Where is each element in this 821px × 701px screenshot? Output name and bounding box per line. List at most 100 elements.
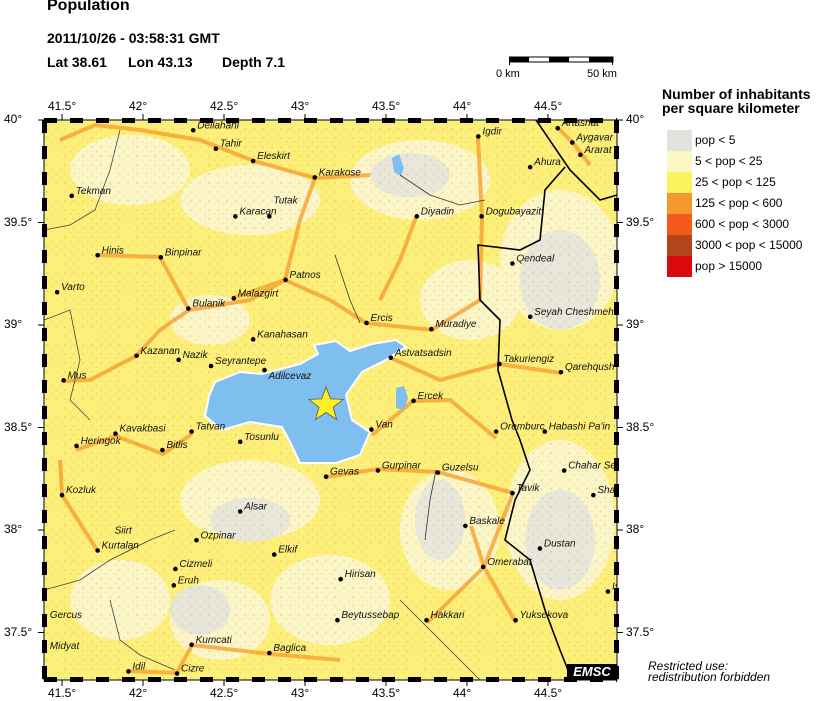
city[interactable]: Ararat [578,145,613,158]
city-dot-icon [250,158,256,164]
city[interactable]: Elkif [271,545,298,557]
city[interactable]: Kavakbasi [113,424,166,436]
city[interactable]: Kumcati [189,635,233,648]
city-label: Omerabat [487,557,533,568]
city[interactable]: Aygavar [570,133,614,145]
city[interactable]: Guzelsu [435,463,479,475]
restricted-line2: redistribution forbidden [648,670,771,684]
city[interactable]: Qendeal [510,254,555,266]
city[interactable]: Tekman [69,186,111,199]
city-label: Karakose [319,167,362,178]
city[interactable]: Binpinar [158,247,203,260]
city[interactable]: Hinis [95,245,124,258]
city[interactable]: Seyah Cheshmeh [527,307,614,320]
city[interactable]: Baglica [267,643,307,656]
city[interactable]: Nazik [176,350,209,363]
city[interactable]: Ozpinar [194,530,236,543]
city-label: Habashi Pa'in [549,422,611,433]
city[interactable]: Tutak [267,195,299,219]
city[interactable]: Kazanan [134,346,180,359]
city[interactable]: Kurtalan [95,541,139,553]
city[interactable]: Seyrantepe [208,356,267,369]
city[interactable]: Cizmeli [173,559,213,572]
scale-start-label: 0 km [496,68,520,80]
city[interactable]: Adilcevaz [262,367,311,382]
city[interactable]: Muradiye [429,319,477,332]
city[interactable]: Takuriengiz [497,354,554,367]
city[interactable]: Habashi Pa'in [542,422,611,434]
city[interactable]: Bitlis [160,440,188,453]
city[interactable]: Chahar Se [561,461,617,473]
city[interactable]: Varto [54,282,85,295]
city-label: Igdir [482,126,502,137]
city[interactable]: Ahura [527,157,561,170]
city[interactable]: Astvatsadsin [388,348,452,361]
city-label: Hakkari [431,610,466,621]
city[interactable]: Mus [61,370,87,383]
city-label: Patnos [290,270,321,281]
city[interactable]: Qarehqush [558,362,615,375]
city[interactable]: Heringok [74,436,122,449]
city[interactable]: Kanahasan [250,329,308,342]
city[interactable]: Dogubayazit [479,206,542,219]
city-label: Seyrantepe [215,356,267,367]
city[interactable]: Alsar [237,502,268,514]
legend-item: 25 < pop < 125 [667,172,821,193]
city-dot-icon [537,546,543,551]
city[interactable]: Yuksekova [513,610,569,623]
city[interactable]: Patnos [283,270,321,283]
city[interactable]: Gevas [323,467,359,480]
city[interactable]: Igdir [476,126,502,139]
city-dot-icon [250,337,256,342]
map-frame [38,114,623,686]
city[interactable]: Kozluk [59,485,97,498]
city[interactable]: Artashat [555,118,600,131]
city[interactable]: Eleskirt [250,151,291,164]
city[interactable]: Beytussebap [335,610,400,623]
city[interactable]: Dustan [537,538,576,551]
city-label: Ahura [533,157,561,168]
city-dot-icon [283,277,288,283]
city[interactable]: Tatvan [189,422,226,434]
city[interactable]: Dellahani [190,120,240,133]
map-title: Population [47,0,130,14]
city[interactable]: Cizre [174,664,205,676]
city-dot-icon [480,564,486,570]
city-dot-icon [267,650,272,656]
city[interactable]: Karakose [312,167,362,180]
city[interactable]: Eruh [171,575,199,588]
city[interactable]: Idil [126,661,146,674]
event-depth: Depth 7.1 [222,54,286,70]
city[interactable]: Ercis [364,313,393,326]
city[interactable]: Malazgirt [231,288,280,301]
city-label: Kurtalan [102,541,140,552]
city[interactable]: Van [369,420,393,432]
city[interactable]: Tahir [213,139,243,151]
city[interactable]: Ercek [411,391,444,404]
city[interactable]: Diyadin [414,206,455,219]
city-label: Diyadin [421,206,455,217]
city[interactable]: Oremburc [493,422,545,434]
city[interactable]: Karacan [233,206,277,219]
epicenter-star-icon[interactable] [307,385,345,421]
city-dot-icon [113,431,118,436]
city[interactable]: Sha [591,485,616,498]
city[interactable]: Gurpinar [375,461,422,473]
city[interactable]: Hirisan [338,569,376,582]
city[interactable]: Baskale [463,516,505,529]
restricted-notice: Restricted use: redistribution forbidden [648,660,771,684]
city[interactable]: Bulanik [186,299,226,311]
legend-label: pop < 5 [695,133,736,147]
legend-item: pop > 15000 [667,256,821,277]
lat-tick-label: 38° [626,522,645,536]
city[interactable]: Tavik [510,483,540,496]
city[interactable]: Omerabat [480,557,533,570]
city[interactable]: Is [605,582,620,594]
city[interactable]: Hakkari [424,610,466,623]
city[interactable]: Tosunlu [237,432,279,445]
city-label: Tosunlu [244,432,279,443]
lake-van [203,338,408,464]
lon-tick-label: 42.5° [210,686,239,700]
legend-label: 25 < pop < 125 [695,175,776,189]
